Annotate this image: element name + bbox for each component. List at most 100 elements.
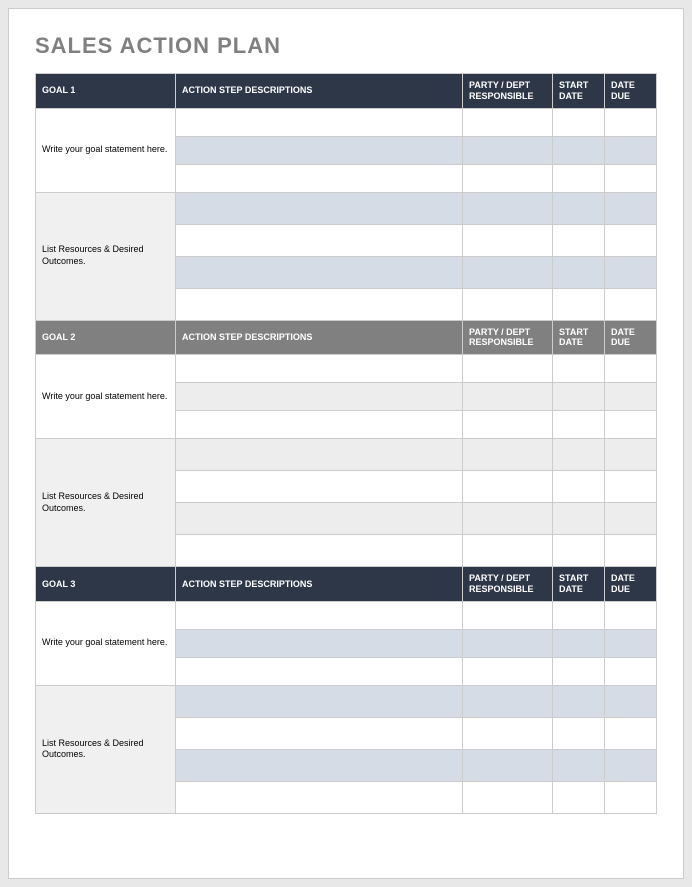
table-cell <box>463 439 553 471</box>
table-cell <box>176 108 463 136</box>
table-cell <box>176 411 463 439</box>
table-cell <box>553 192 605 224</box>
table-cell <box>176 781 463 813</box>
table-cell <box>553 224 605 256</box>
table-cell <box>553 411 605 439</box>
table-cell <box>463 256 553 288</box>
table-cell <box>463 685 553 717</box>
table-cell <box>463 601 553 629</box>
start-header: START DATE <box>553 320 605 355</box>
resources-outcomes-label: List Resources & Desired Outcomes. <box>36 439 176 567</box>
resources-outcomes-label: List Resources & Desired Outcomes. <box>36 685 176 813</box>
table-cell <box>553 629 605 657</box>
table-cell <box>176 717 463 749</box>
table-cell <box>176 749 463 781</box>
table-cell <box>605 629 657 657</box>
table-cell <box>176 601 463 629</box>
table-cell <box>605 383 657 411</box>
start-header: START DATE <box>553 567 605 602</box>
table-cell <box>553 717 605 749</box>
table-cell <box>176 471 463 503</box>
table-cell <box>463 503 553 535</box>
table-cell <box>605 657 657 685</box>
table-cell <box>553 601 605 629</box>
table-cell <box>463 108 553 136</box>
table-cell <box>463 288 553 320</box>
table-cell <box>605 224 657 256</box>
table-cell <box>176 256 463 288</box>
table-cell <box>176 439 463 471</box>
table-cell <box>176 383 463 411</box>
table-cell <box>553 383 605 411</box>
party-header: PARTY / DEPT RESPONSIBLE <box>463 567 553 602</box>
table-cell <box>463 535 553 567</box>
table-cell <box>463 224 553 256</box>
table-cell <box>553 355 605 383</box>
table-cell <box>176 164 463 192</box>
table-cell <box>553 781 605 813</box>
table-cell <box>553 535 605 567</box>
goal-header: GOAL 3 <box>36 567 176 602</box>
due-header: DATE DUE <box>605 567 657 602</box>
table-cell <box>176 136 463 164</box>
table-cell <box>605 411 657 439</box>
table-cell <box>605 136 657 164</box>
table-cell <box>605 717 657 749</box>
table-cell <box>176 535 463 567</box>
table-cell <box>553 749 605 781</box>
table-cell <box>176 657 463 685</box>
table-cell <box>553 164 605 192</box>
table-cell <box>605 439 657 471</box>
table-cell <box>463 411 553 439</box>
goal-header: GOAL 2 <box>36 320 176 355</box>
due-header: DATE DUE <box>605 74 657 109</box>
table-cell <box>553 503 605 535</box>
goal-header: GOAL 1 <box>36 74 176 109</box>
table-cell <box>463 717 553 749</box>
table-cell <box>463 749 553 781</box>
table-cell <box>463 471 553 503</box>
goal-statement-label: Write your goal statement here. <box>36 601 176 685</box>
table-cell <box>605 471 657 503</box>
table-cell <box>463 355 553 383</box>
document-page: SALES ACTION PLAN GOAL 1ACTION STEP DESC… <box>8 8 684 879</box>
table-cell <box>463 383 553 411</box>
table-cell <box>176 503 463 535</box>
table-cell <box>463 629 553 657</box>
table-cell <box>176 192 463 224</box>
goal-statement-label: Write your goal statement here. <box>36 108 176 192</box>
table-cell <box>605 781 657 813</box>
table-cell <box>553 657 605 685</box>
table-cell <box>553 471 605 503</box>
table-cell <box>463 164 553 192</box>
action-header: ACTION STEP DESCRIPTIONS <box>176 567 463 602</box>
table-cell <box>605 503 657 535</box>
table-cell <box>553 108 605 136</box>
table-cell <box>605 164 657 192</box>
table-cell <box>463 136 553 164</box>
table-cell <box>463 192 553 224</box>
table-cell <box>605 192 657 224</box>
table-cell <box>605 685 657 717</box>
start-header: START DATE <box>553 74 605 109</box>
table-cell <box>176 629 463 657</box>
table-cell <box>605 535 657 567</box>
goal-statement-label: Write your goal statement here. <box>36 355 176 439</box>
table-cell <box>463 781 553 813</box>
table-cell <box>553 256 605 288</box>
resources-outcomes-label: List Resources & Desired Outcomes. <box>36 192 176 320</box>
party-header: PARTY / DEPT RESPONSIBLE <box>463 320 553 355</box>
due-header: DATE DUE <box>605 320 657 355</box>
table-cell <box>463 657 553 685</box>
table-cell <box>605 601 657 629</box>
table-cell <box>605 749 657 781</box>
table-cell <box>605 108 657 136</box>
table-cell <box>553 685 605 717</box>
table-cell <box>605 256 657 288</box>
action-header: ACTION STEP DESCRIPTIONS <box>176 74 463 109</box>
table-cell <box>176 224 463 256</box>
table-cell <box>553 439 605 471</box>
table-cell <box>176 685 463 717</box>
table-cell <box>176 288 463 320</box>
table-cell <box>605 288 657 320</box>
